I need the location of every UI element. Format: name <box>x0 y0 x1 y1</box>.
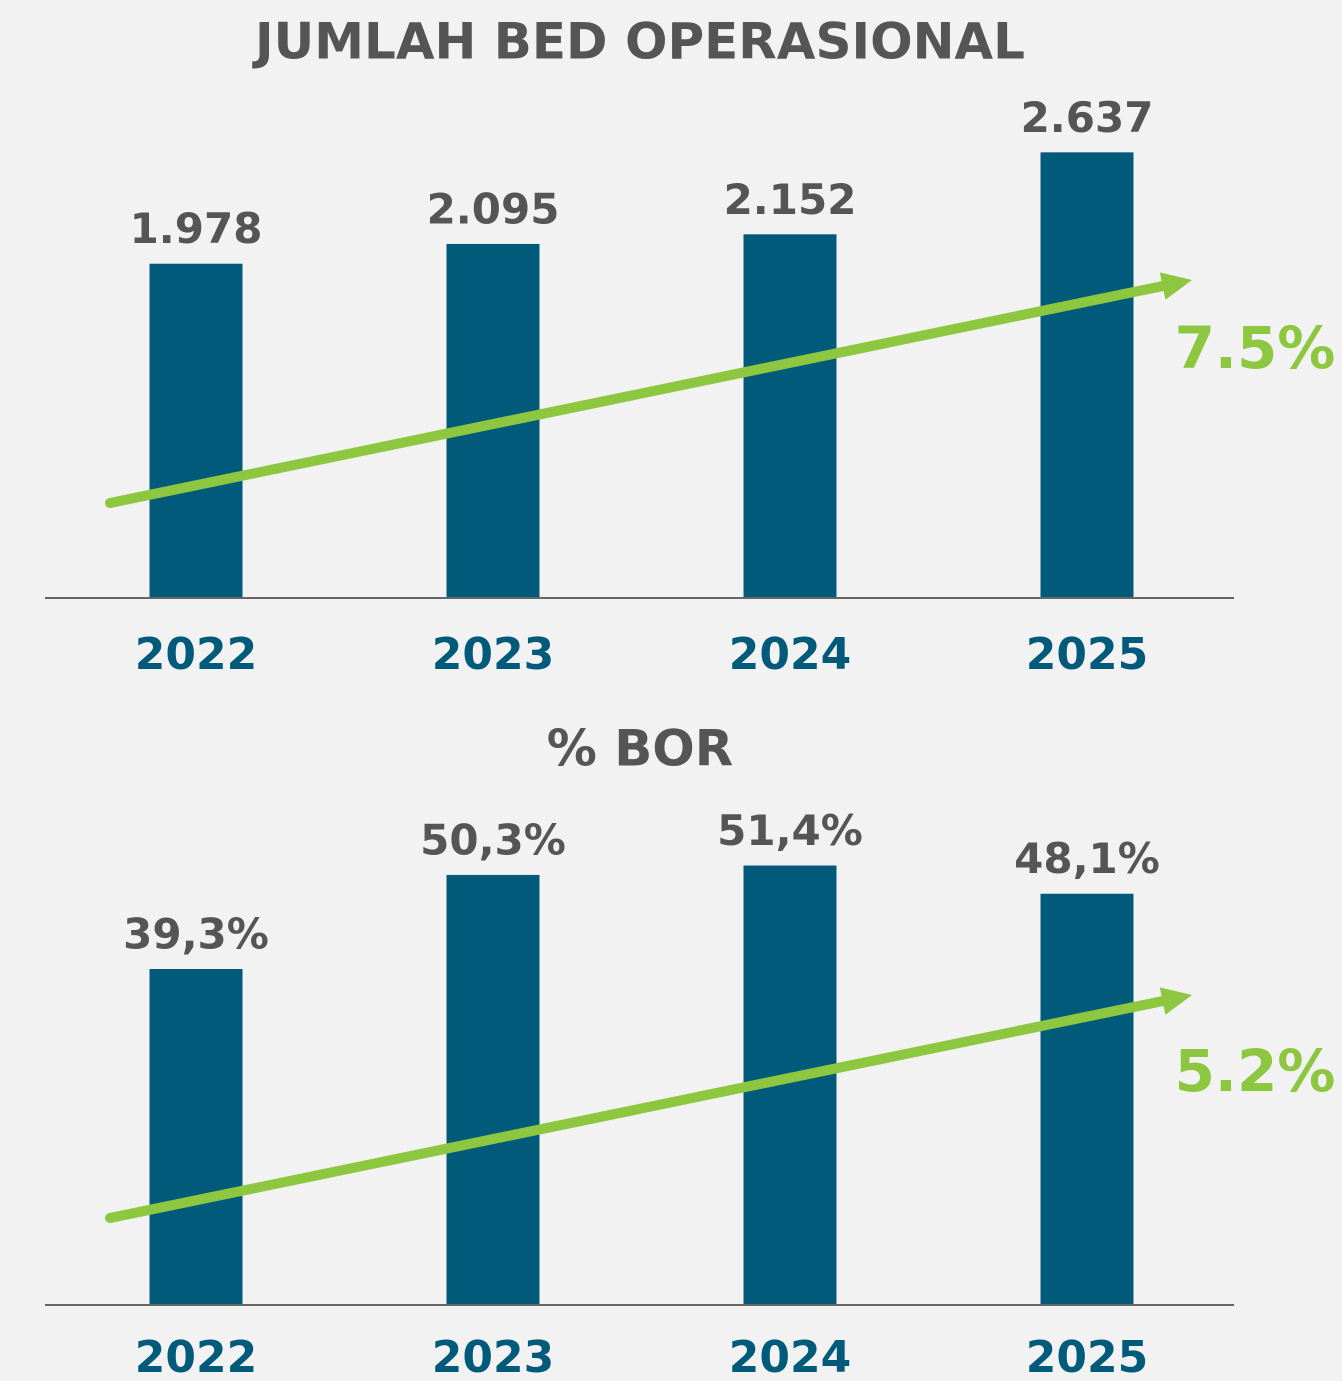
bar <box>1040 152 1134 599</box>
bar <box>446 874 540 1305</box>
annotation: 7.5% <box>1175 314 1336 382</box>
x-tick-label: 2023 <box>432 629 554 680</box>
value-label: 2.095 <box>427 184 560 233</box>
value-label: 51,4% <box>717 806 863 855</box>
x-tick-label: 2024 <box>729 1332 851 1381</box>
x-tick-label: 2025 <box>1026 1332 1148 1381</box>
x-tick-label: 2024 <box>729 629 851 680</box>
value-label: 39,3% <box>123 909 269 958</box>
trend-arrow <box>105 996 1168 1223</box>
arrow-head <box>1159 987 1192 1015</box>
x-tick-label: 2025 <box>1026 629 1148 680</box>
chart-title: JUMLAH BED OPERASIONAL <box>252 13 1025 71</box>
chart-title: % BOR <box>547 720 734 778</box>
x-tick-label: 2022 <box>135 1332 257 1381</box>
bar <box>149 968 243 1305</box>
trend-arrow <box>105 281 1168 508</box>
bar <box>149 263 243 598</box>
value-label: 48,1% <box>1014 834 1160 883</box>
value-label: 2.637 <box>1021 93 1154 142</box>
bar <box>743 234 837 598</box>
arrow-head <box>1159 272 1192 300</box>
x-tick-label: 2023 <box>432 1332 554 1381</box>
annotation: 5.2% <box>1175 1037 1336 1105</box>
x-tick-label: 2022 <box>135 629 257 680</box>
value-label: 50,3% <box>420 815 566 864</box>
value-label: 2.152 <box>724 175 857 224</box>
value-label: 1.978 <box>130 204 263 253</box>
bar <box>1040 893 1134 1305</box>
